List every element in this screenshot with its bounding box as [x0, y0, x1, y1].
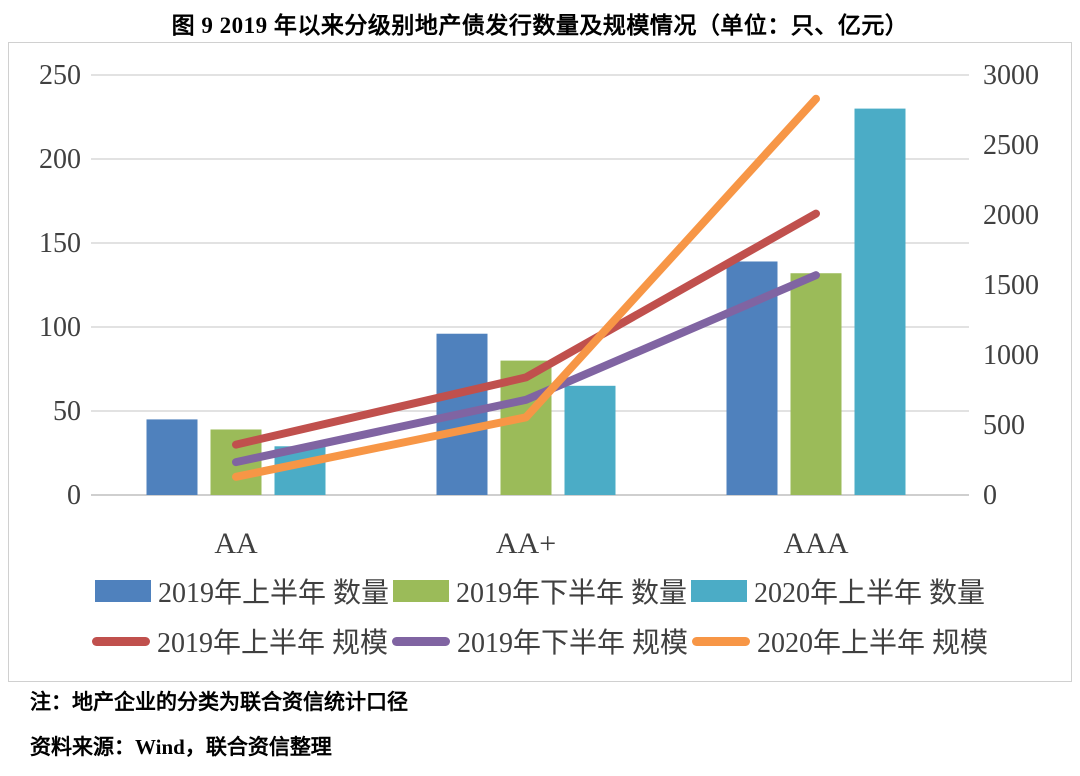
y-right-tick-label: 3000: [983, 60, 1039, 91]
y-right-tick-label: 2500: [983, 130, 1039, 161]
line-series: [232, 209, 820, 449]
bar: [790, 273, 842, 495]
y-left-tick-label: 100: [39, 312, 81, 343]
y-left-tick-label: 250: [39, 60, 81, 91]
legend-label: 2019年上半年 数量: [157, 578, 389, 609]
legend-bar-swatch: [691, 580, 747, 602]
legend-item: 2019年下半年 数量: [392, 571, 687, 611]
line-series: [232, 94, 820, 481]
y-right-tick-label: 500: [983, 410, 1025, 441]
source-line: 资料来源：Wind，联合资信整理: [30, 735, 332, 759]
x-category-label: AAA: [784, 527, 849, 560]
y-right-tick-label: 2000: [983, 200, 1039, 231]
legend-row-lines: 2019年上半年 规模 2019年下半年 规模 2020年上半年 规模: [9, 621, 1071, 661]
figure-notes: 注：地产企业的分类为联合资信统计口径 资料来源：Wind，联合资信整理: [30, 686, 408, 776]
legend-item: 2019年上半年 规模: [91, 621, 388, 661]
legend-label: 2020年上半年 数量: [754, 578, 986, 609]
legend-label: 2019年下半年 规模: [456, 628, 688, 659]
legend-label: 2019年上半年 规模: [156, 628, 388, 659]
y-right-tick-label: 1000: [983, 340, 1039, 371]
legend-label: 2020年上半年 规模: [757, 628, 989, 659]
bar: [564, 385, 616, 495]
chart-svg: 050100150200250050010001500200025003000A…: [39, 60, 1039, 560]
y-left-tick-label: 150: [39, 228, 81, 259]
legend-item: 2020年上半年 规模: [692, 621, 988, 661]
y-left-tick-label: 50: [53, 396, 81, 427]
y-left-tick-label: 0: [67, 480, 81, 511]
bar: [146, 419, 198, 495]
legend-bar-swatch: [94, 580, 151, 602]
y-right-tick-label: 1500: [983, 270, 1039, 301]
figure-title: 图 9 2019 年以来分级别地产债发行数量及规模情况（单位：只、亿元）: [171, 13, 909, 38]
chart-container: 0 50 100 150 200 250 0 500 1000 1500 2000 2500 3000 A…: [8, 42, 1072, 682]
legend-line-swatch: [391, 636, 450, 646]
legend-line-swatch: [91, 636, 150, 646]
x-category-label: AA: [214, 527, 258, 560]
y-left-tick-label: 200: [39, 144, 81, 175]
legend-line-swatch: [692, 636, 750, 646]
bar: [854, 108, 906, 495]
x-category-label: AA+: [496, 527, 556, 560]
legend-item: 2020年上半年 数量: [691, 571, 985, 611]
legend-bar-swatch: [392, 580, 449, 602]
legend-item: 2019年下半年 规模: [391, 621, 688, 661]
legend-item: 2019年上半年 数量: [94, 571, 389, 611]
legend-label: 2019年下半年 数量: [455, 578, 687, 609]
line-series: [232, 271, 820, 467]
note-line: 注：地产企业的分类为联合资信统计口径: [30, 690, 408, 714]
legend-row-bars: 2019年上半年 数量 2019年下半年 数量 2020年上半年 数量: [9, 571, 1071, 611]
y-right-tick-label: 0: [983, 480, 997, 511]
